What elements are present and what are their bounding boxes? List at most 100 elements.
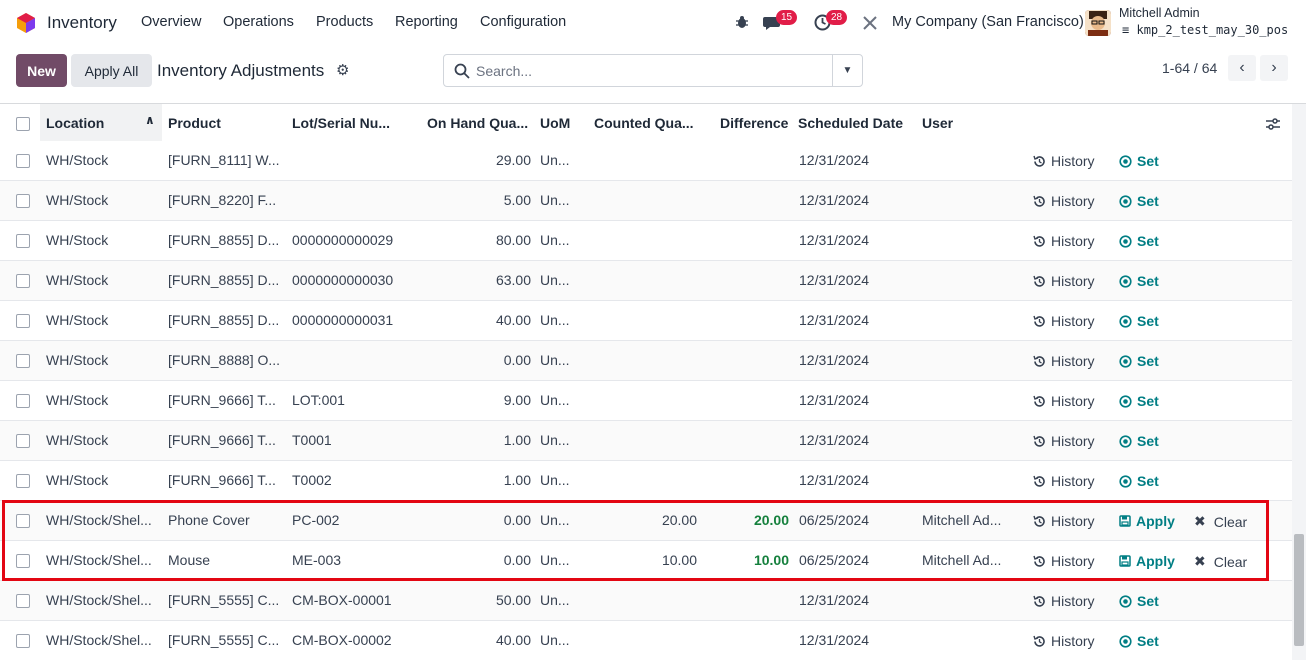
column-user[interactable]: User <box>922 115 954 131</box>
column-counted[interactable]: Counted Qua... <box>594 115 694 131</box>
table-row[interactable]: WH/Stock [FURN_8855] D... 0000000000030 63.… <box>0 261 1292 301</box>
table-row[interactable]: WH/Stock [FURN_8855] D... 0000000000031 40.… <box>0 301 1292 341</box>
cell-counted[interactable]: 10.00 <box>661 552 697 568</box>
table-row[interactable]: WH/Stock/Shel... [FURN_5555] C... CM-BOX-0… <box>0 621 1292 660</box>
history-button[interactable]: History <box>1033 273 1095 289</box>
cell-product: [FURN_8855] D... <box>168 232 280 248</box>
new-button[interactable]: New <box>16 54 67 87</box>
set-button[interactable]: Set <box>1119 313 1159 329</box>
row-checkbox[interactable] <box>16 394 30 408</box>
column-difference[interactable]: Difference <box>720 115 789 131</box>
target-icon <box>1119 474 1132 488</box>
history-icon <box>1033 395 1045 407</box>
app-name[interactable]: Inventory <box>47 13 117 32</box>
row-checkbox[interactable] <box>16 154 30 168</box>
history-button[interactable]: History <box>1033 393 1095 409</box>
table-row[interactable]: WH/Stock [FURN_8855] D... 0000000000029 80.… <box>0 221 1292 261</box>
select-all-checkbox[interactable] <box>16 117 30 131</box>
row-checkbox[interactable] <box>16 354 30 368</box>
cell-on-hand: 9.00 <box>503 392 531 408</box>
company-switcher[interactable]: My Company (San Francisco) <box>892 14 1084 30</box>
column-product[interactable]: Product <box>168 115 221 131</box>
clear-button[interactable]: ✖ Clear <box>1194 553 1247 570</box>
column-on-hand[interactable]: On Hand Qua... <box>427 115 529 131</box>
set-button[interactable]: Set <box>1119 273 1159 289</box>
scrollbar-thumb[interactable] <box>1294 534 1304 646</box>
row-checkbox[interactable] <box>16 474 30 488</box>
row-checkbox[interactable] <box>16 314 30 328</box>
table-row[interactable]: WH/Stock/Shel... Phone Cover PC-002 0.00 Un.… <box>0 501 1292 541</box>
table-row[interactable]: WH/Stock [FURN_9666] T... LOT:001 9.00 Un...… <box>0 381 1292 421</box>
history-button[interactable]: History <box>1033 553 1095 569</box>
history-button[interactable]: History <box>1033 353 1095 369</box>
set-button[interactable]: Set <box>1119 593 1159 609</box>
set-button[interactable]: Set <box>1119 153 1159 169</box>
apply-button[interactable]: Apply <box>1119 553 1175 569</box>
inventory-app-icon[interactable] <box>15 12 37 34</box>
user-avatar[interactable] <box>1085 10 1111 36</box>
row-checkbox[interactable] <box>16 234 30 248</box>
cell-lot: 0000000000029 <box>292 232 394 248</box>
set-button[interactable]: Set <box>1119 433 1159 449</box>
history-button[interactable]: History <box>1033 193 1095 209</box>
tools-icon[interactable] <box>862 15 878 31</box>
pager-value[interactable]: 1-64 / 64 <box>1162 60 1218 76</box>
column-lot-serial[interactable]: Lot/Serial Nu... <box>292 115 391 131</box>
row-checkbox[interactable] <box>16 434 30 448</box>
set-button[interactable]: Set <box>1119 473 1159 489</box>
history-button[interactable]: History <box>1033 153 1095 169</box>
row-checkbox[interactable] <box>16 594 30 608</box>
debug-bug-icon[interactable] <box>735 15 749 29</box>
row-checkbox[interactable] <box>16 274 30 288</box>
menu-reporting[interactable]: Reporting <box>395 14 458 30</box>
pager-previous-button[interactable]: ‹ <box>1228 55 1256 81</box>
optional-columns-icon[interactable] <box>1266 117 1280 131</box>
cell-scheduled-date: 12/31/2024 <box>799 272 870 288</box>
menu-products[interactable]: Products <box>316 14 374 30</box>
column-uom[interactable]: UoM <box>540 115 571 131</box>
row-checkbox[interactable] <box>16 634 30 648</box>
table-row[interactable]: WH/Stock [FURN_9666] T... T0002 1.00 Un... 12… <box>0 461 1292 501</box>
column-location[interactable]: Location <box>46 115 105 131</box>
cell-scheduled-date: 06/25/2024 <box>799 512 870 528</box>
table-row[interactable]: WH/Stock [FURN_8220] F... 5.00 Un... 12/31/2… <box>0 181 1292 221</box>
list-scrollbar[interactable] <box>1292 104 1306 660</box>
gear-icon[interactable]: ⚙ <box>336 62 350 79</box>
history-label: History <box>1051 153 1095 169</box>
messages-icon[interactable] <box>763 15 781 31</box>
user-name[interactable]: Mitchell Admin <box>1119 6 1200 20</box>
set-button[interactable]: Set <box>1119 393 1159 409</box>
history-button[interactable]: History <box>1033 433 1095 449</box>
apply-button[interactable]: Apply <box>1119 513 1175 529</box>
cell-on-hand: 1.00 <box>503 432 531 448</box>
row-checkbox[interactable] <box>16 514 30 528</box>
menu-configuration[interactable]: Configuration <box>480 14 567 30</box>
history-button[interactable]: History <box>1033 473 1095 489</box>
history-button[interactable]: History <box>1033 593 1095 609</box>
column-scheduled-date[interactable]: Scheduled Date <box>798 115 904 131</box>
row-checkbox[interactable] <box>16 554 30 568</box>
search-options-toggle[interactable]: ▼ <box>832 55 862 86</box>
search-input[interactable] <box>476 56 831 85</box>
table-row[interactable]: WH/Stock [FURN_8888] O... 0.00 Un... 12/31/2… <box>0 341 1292 381</box>
row-checkbox[interactable] <box>16 194 30 208</box>
clear-button[interactable]: ✖ Clear <box>1194 513 1247 530</box>
history-button[interactable]: History <box>1033 233 1095 249</box>
table-row[interactable]: WH/Stock [FURN_9666] T... T0001 1.00 Un... 12… <box>0 421 1292 461</box>
search-icon[interactable] <box>454 63 470 79</box>
table-row[interactable]: WH/Stock/Shel... Mouse ME-003 0.00 Un... 10.0… <box>0 541 1292 581</box>
set-button[interactable]: Set <box>1119 233 1159 249</box>
history-button[interactable]: History <box>1033 633 1095 649</box>
table-row[interactable]: WH/Stock/Shel... [FURN_5555] C... CM-BOX-0… <box>0 581 1292 621</box>
menu-operations[interactable]: Operations <box>223 14 294 30</box>
set-button[interactable]: Set <box>1119 633 1159 649</box>
set-button[interactable]: Set <box>1119 193 1159 209</box>
history-button[interactable]: History <box>1033 313 1095 329</box>
apply-all-button[interactable]: Apply All <box>71 54 152 87</box>
set-button[interactable]: Set <box>1119 353 1159 369</box>
history-button[interactable]: History <box>1033 513 1095 529</box>
menu-overview[interactable]: Overview <box>141 14 202 30</box>
cell-counted[interactable]: 20.00 <box>661 512 697 528</box>
table-row[interactable]: WH/Stock [FURN_8111] W... 29.00 Un... 12/31/… <box>0 141 1292 181</box>
pager-next-button[interactable]: › <box>1260 55 1288 81</box>
